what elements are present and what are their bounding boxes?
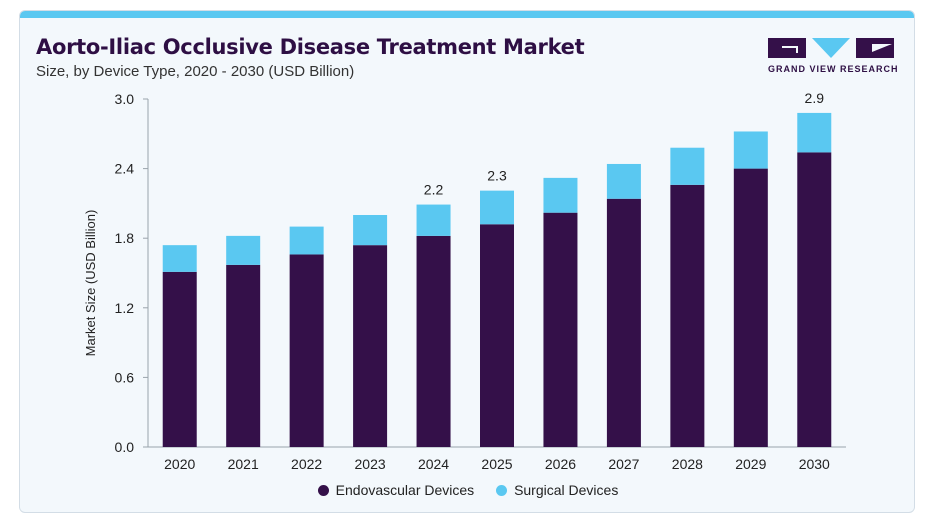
y-tick-label: 1.2 (115, 300, 135, 316)
bar-surgical (797, 112, 832, 153)
accent-bar (20, 11, 914, 18)
chart-subtitle: Size, by Device Type, 2020 - 2030 (USD B… (36, 63, 355, 80)
x-tick-label: 2025 (481, 456, 512, 472)
bar-surgical (480, 190, 514, 225)
y-tick-label: 3.0 (115, 91, 135, 107)
bar-endovascular (543, 212, 578, 447)
y-tick-label: 2.4 (115, 161, 135, 177)
bar-surgical (162, 245, 197, 272)
data-label: 2.9 (805, 90, 825, 106)
bar-surgical (353, 215, 388, 246)
logo-text: GRAND VIEW RESEARCH (768, 64, 899, 74)
x-tick-label: 2026 (545, 456, 576, 472)
bar-endovascular (733, 168, 768, 447)
y-tick-label: 0.0 (115, 439, 135, 455)
x-tick-label: 2030 (799, 456, 830, 472)
bar-surgical (670, 147, 705, 185)
legend: Endovascular Devices Surgical Devices (20, 482, 914, 498)
brand-logo: GRAND VIEW RESEARCH (768, 35, 898, 85)
bar-endovascular (606, 198, 641, 447)
bar-surgical (289, 226, 324, 255)
bar-surgical (543, 177, 578, 213)
bar-endovascular (670, 184, 705, 447)
chart-title: Aorto-Iliac Occlusive Disease Treatment … (36, 35, 585, 59)
x-tick-label: 2028 (672, 456, 703, 472)
y-tick-label: 0.6 (115, 369, 135, 385)
bar-surgical (416, 204, 451, 236)
bar-endovascular (226, 264, 261, 447)
bar-surgical (226, 235, 261, 265)
x-tick-label: 2027 (608, 456, 639, 472)
legend-label-endovascular: Endovascular Devices (335, 482, 475, 498)
y-axis-label: Market Size (USD Billion) (83, 210, 98, 357)
legend-item-endovascular: Endovascular Devices (317, 482, 475, 498)
bar-endovascular (353, 245, 388, 447)
data-label: 2.3 (487, 168, 507, 184)
x-tick-label: 2023 (355, 456, 386, 472)
x-tick-label: 2021 (228, 456, 259, 472)
x-tick-label: 2020 (164, 456, 195, 472)
chart-card: Aorto-Iliac Occlusive Disease Treatment … (19, 10, 915, 513)
legend-swatch-surgical (496, 485, 508, 496)
bar-endovascular (162, 271, 197, 447)
bar-endovascular (797, 152, 832, 448)
x-tick-label: 2029 (735, 456, 766, 472)
logo-mark-icon (768, 38, 894, 58)
x-tick-label: 2024 (418, 456, 449, 472)
bar-chart: 0.0 0.6 1.2 1.8 2.4 3.0 Market Size (USD Billi… (83, 90, 846, 472)
bar-surgical (733, 131, 768, 169)
bar-endovascular (289, 254, 324, 447)
data-label: 2.2 (424, 182, 444, 198)
bar-endovascular (480, 224, 514, 447)
x-tick-label: 2022 (291, 456, 322, 472)
legend-swatch-endovascular (317, 485, 329, 496)
legend-item-surgical: Surgical Devices (496, 482, 618, 498)
y-tick-label: 1.8 (115, 230, 135, 246)
bar-surgical (606, 163, 641, 199)
bar-endovascular (416, 235, 451, 447)
legend-label-surgical: Surgical Devices (514, 482, 619, 498)
